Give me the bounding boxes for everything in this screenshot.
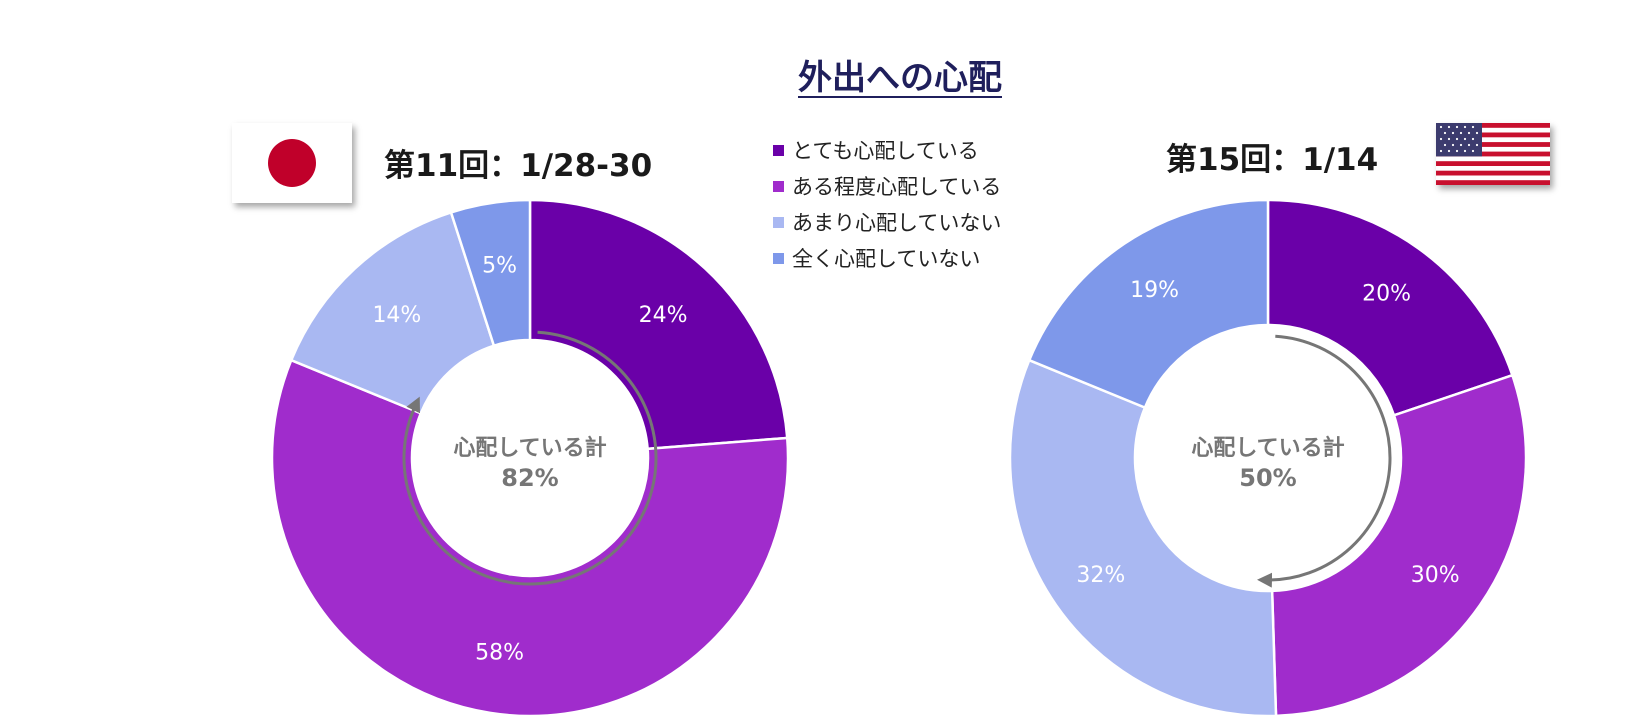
chart-title-left: 第11回：1/28-30 [384,148,653,184]
legend-swatch [773,252,784,264]
total-arrow [1256,334,1392,588]
japan-flag-icon [232,123,352,203]
legend-swatch [773,216,784,228]
legend-item: 全く心配していない [773,240,1001,276]
donut-slice [1266,198,1514,417]
center-value-japan: 82% [501,464,558,492]
center-value-us: 50% [1239,464,1296,492]
slice-label: 58% [475,641,524,666]
donut-chart-us: 20% 30% 32% 19% [1008,198,1528,717]
us-flag-icon [1436,123,1550,185]
page-title: 外出への心配 [798,58,1002,98]
legend-label: 全く心配していない [792,247,981,271]
slice-label: 5% [482,253,517,278]
legend-item: ある程度心配している [773,168,1001,204]
donut-slice [1008,358,1278,717]
us-flag-drawing [1436,123,1550,185]
legend-item: とても心配している [773,132,1001,168]
chart-title-right: 第15回：1/14 [1166,142,1379,178]
legend-item: あまり心配していない [773,204,1001,240]
center-label-us: 心配している計 [1191,435,1344,461]
donut-slice [449,198,532,348]
donut-slice [528,198,789,451]
legend-swatch [773,144,784,156]
legend-swatch [773,180,784,192]
legend: とても心配している ある程度心配している あまり心配していない 全く心配していな… [773,132,1001,276]
donut-chart-japan: 24% 58% 14% 5% [270,198,790,717]
legend-label: ある程度心配している [792,175,1002,199]
slice-label: 32% [1076,563,1125,588]
slice-label: 24% [639,303,688,328]
donut-slice [289,210,496,415]
slice-label: 30% [1411,563,1460,588]
slice-label: 14% [372,303,421,328]
slice-label: 20% [1362,282,1411,307]
slice-label: 19% [1130,278,1179,303]
donut-slice [1027,198,1270,410]
center-label-japan: 心配している計 [453,435,606,461]
donut-slice [270,358,790,717]
total-arrow [402,330,658,586]
legend-label: あまり心配していない [792,211,1002,235]
legend-label: とても心配している [792,139,979,163]
donut-slice [1270,373,1528,717]
flag-sun [268,139,316,187]
